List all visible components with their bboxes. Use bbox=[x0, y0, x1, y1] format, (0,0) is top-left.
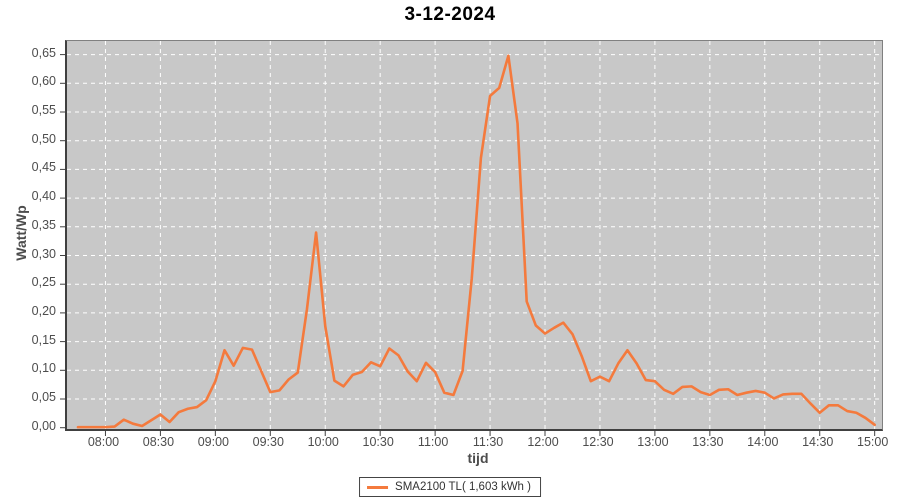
tick-layer bbox=[60, 54, 876, 436]
legend-line-swatch bbox=[367, 485, 389, 489]
series-line bbox=[76, 54, 876, 429]
y-tick-label: 0,10 bbox=[31, 361, 56, 376]
x-tick-label: 10:00 bbox=[307, 435, 339, 449]
x-tick-label: 08:00 bbox=[87, 435, 120, 449]
chart-title: 3-12-2024 bbox=[404, 4, 496, 25]
x-tick-label: 13:00 bbox=[637, 435, 669, 449]
y-tick-label: 0,05 bbox=[31, 390, 56, 404]
x-tick-label: 09:30 bbox=[252, 435, 284, 449]
y-tick-label: 0,00 bbox=[31, 418, 56, 433]
y-tick-label: 0,40 bbox=[31, 189, 56, 204]
grid-layer bbox=[67, 41, 882, 429]
plot-area bbox=[60, 40, 883, 436]
y-tick-label: 0,20 bbox=[31, 303, 56, 318]
y-tick-label: 0,15 bbox=[31, 332, 56, 347]
plot-svg bbox=[60, 41, 882, 436]
x-tick-label: 10:30 bbox=[362, 435, 394, 449]
y-tick-label: 0,25 bbox=[31, 275, 56, 290]
x-tick-label: 15:00 bbox=[857, 435, 889, 449]
x-tick-label: 13:30 bbox=[692, 435, 724, 449]
x-tick-label: 11:00 bbox=[417, 435, 449, 449]
legend-box: SMA2100 TL( 1,603 kWh ) bbox=[359, 477, 541, 497]
y-tick-label: 0,45 bbox=[31, 160, 56, 175]
y-tick-label: 0,30 bbox=[31, 246, 56, 261]
y-tick-label: 0,55 bbox=[31, 103, 56, 117]
x-tick-label: 09:00 bbox=[197, 435, 229, 449]
y-tick-label: 0,65 bbox=[31, 45, 56, 60]
x-axis-title: tijd bbox=[467, 450, 489, 466]
x-tick-label: 14:30 bbox=[802, 435, 834, 449]
y-tick-label: 0,60 bbox=[31, 74, 56, 89]
x-tick-label: 12:00 bbox=[527, 435, 559, 449]
y-tick-label: 0,35 bbox=[31, 217, 56, 232]
y-axis-title: Watt/Wp bbox=[13, 205, 29, 261]
y-tick-label: 0,50 bbox=[31, 131, 56, 146]
legend-label: SMA2100 TL( 1,603 kWh ) bbox=[395, 481, 531, 493]
x-tick-label: 08:30 bbox=[142, 435, 175, 449]
x-tick-label: 14:00 bbox=[747, 435, 779, 449]
x-tick-label: 11:30 bbox=[472, 435, 504, 449]
series-layer bbox=[76, 54, 876, 429]
x-tick-label: 12:30 bbox=[582, 435, 614, 449]
